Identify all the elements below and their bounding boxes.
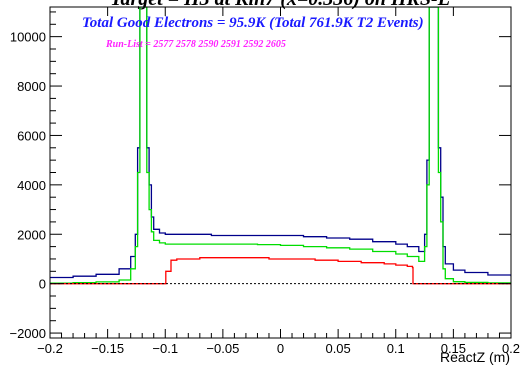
x-tick-label: −0.05 — [206, 341, 239, 356]
x-tick-label: 0.2 — [502, 341, 520, 356]
series-layer — [50, 7, 511, 285]
chart-title: Target = H3 at Kin7 (x=0.336) on HRS-L — [110, 0, 450, 10]
x-axis: −0.2 −0.15 −0.1 −0.05 0 0.05 0.1 0.15 0.2 — [37, 7, 520, 356]
series-line-1 — [50, 7, 511, 284]
x-axis-label: ReactZ (m) — [440, 349, 510, 365]
x-tick-label: −0.1 — [152, 341, 178, 356]
y-tick-label: 6000 — [17, 128, 46, 143]
y-tick-label: 2000 — [17, 227, 46, 242]
x-tick-label: −0.15 — [91, 341, 124, 356]
y-tick-label: 4000 — [17, 178, 46, 193]
x-tick-label: 0 — [277, 341, 284, 356]
x-tick-label: 0.05 — [325, 341, 350, 356]
x-tick-label: −0.2 — [37, 341, 63, 356]
x-tick-label: 0.1 — [387, 341, 405, 356]
plot-frame — [49, 6, 512, 339]
x-tick-label: 0.15 — [441, 341, 466, 356]
y-tick-label: 8000 — [17, 79, 46, 94]
annotation-run-list: Run-List = 2577 2578 2590 2591 2592 2605 — [105, 39, 286, 50]
series-line-2 — [50, 257, 511, 285]
y-tick-label: −2000 — [9, 326, 46, 341]
y-axis: −2000 0 2000 4000 6000 8000 10000 — [9, 11, 511, 341]
y-tick-label: 0 — [39, 277, 46, 292]
annotation-total-electrons: Total Good Electrons = 95.9K (Total 761.… — [82, 15, 424, 31]
y-tick-label: 10000 — [10, 30, 46, 45]
